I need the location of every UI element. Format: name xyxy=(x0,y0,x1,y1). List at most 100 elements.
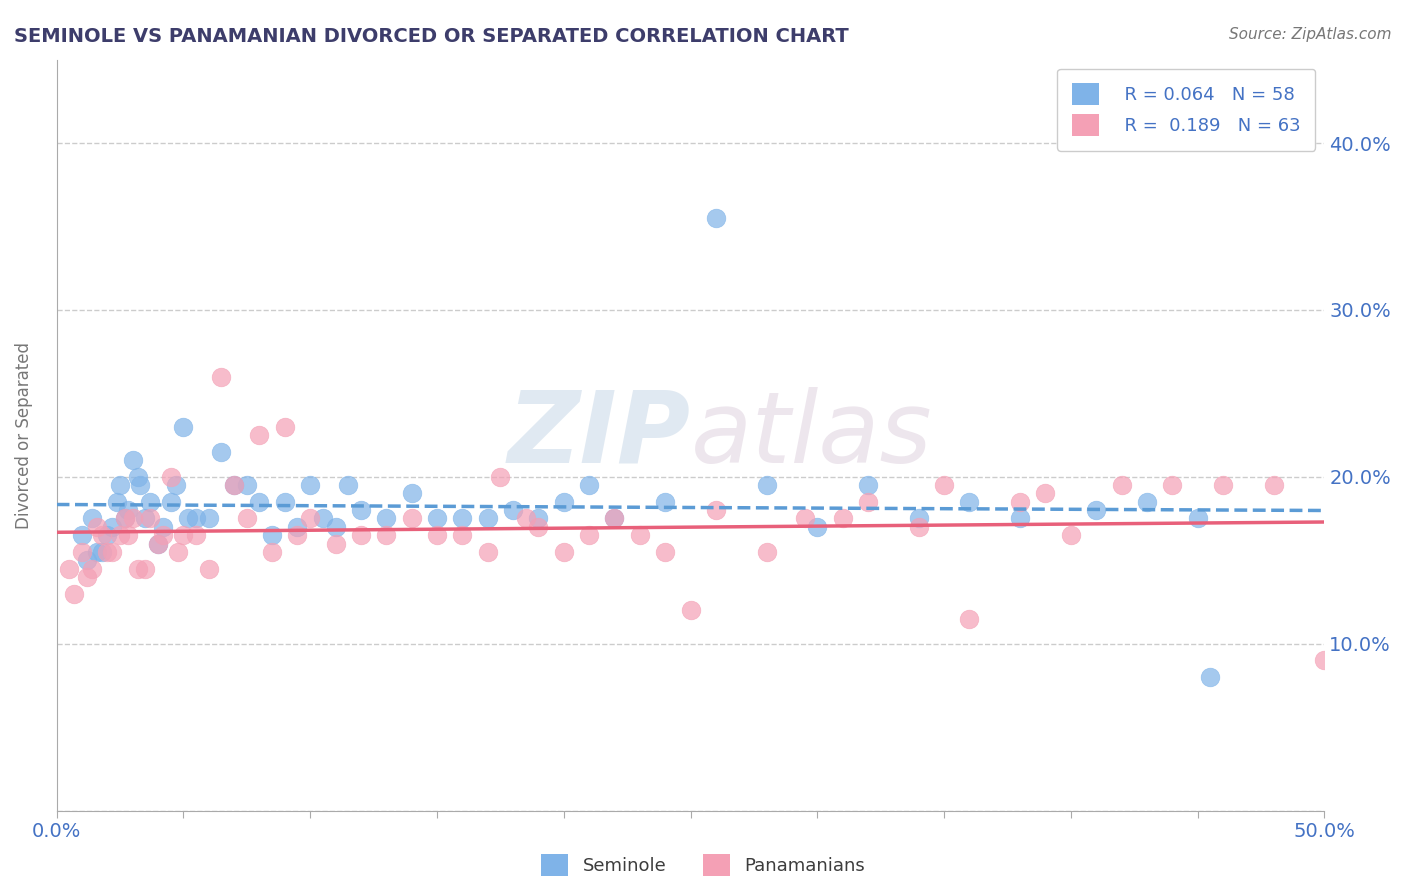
Point xyxy=(262,528,284,542)
Point xyxy=(553,495,575,509)
Point xyxy=(167,545,190,559)
Point xyxy=(502,503,524,517)
Point xyxy=(76,570,98,584)
Point xyxy=(1035,486,1057,500)
Point xyxy=(165,478,187,492)
Point xyxy=(527,511,550,525)
Point xyxy=(224,478,246,492)
Point xyxy=(101,545,124,559)
Point xyxy=(63,586,86,600)
Point xyxy=(350,528,373,542)
Point xyxy=(236,511,259,525)
Point xyxy=(184,511,207,525)
Point xyxy=(907,511,929,525)
Legend:   R = 0.064   N = 58,   R =  0.189   N = 63: R = 0.064 N = 58, R = 0.189 N = 63 xyxy=(1057,69,1316,151)
Point xyxy=(236,478,259,492)
Point xyxy=(172,528,194,542)
Point xyxy=(527,520,550,534)
Point xyxy=(117,528,139,542)
Point xyxy=(654,545,676,559)
Point xyxy=(578,478,600,492)
Point xyxy=(603,511,626,525)
Point xyxy=(628,528,651,542)
Point xyxy=(86,545,108,559)
Text: Source: ZipAtlas.com: Source: ZipAtlas.com xyxy=(1229,27,1392,42)
Point xyxy=(489,470,512,484)
Point xyxy=(139,511,162,525)
Point xyxy=(578,528,600,542)
Point xyxy=(1263,478,1285,492)
Point xyxy=(704,211,727,226)
Point xyxy=(134,511,156,525)
Point xyxy=(262,545,284,559)
Point xyxy=(96,545,118,559)
Point xyxy=(856,495,879,509)
Point xyxy=(121,453,143,467)
Point xyxy=(152,528,174,542)
Point xyxy=(401,486,423,500)
Point xyxy=(86,520,108,534)
Point xyxy=(159,495,181,509)
Point xyxy=(146,536,169,550)
Point xyxy=(249,428,271,442)
Point xyxy=(58,561,80,575)
Text: SEMINOLE VS PANAMANIAN DIVORCED OR SEPARATED CORRELATION CHART: SEMINOLE VS PANAMANIAN DIVORCED OR SEPAR… xyxy=(14,27,849,45)
Point xyxy=(907,520,929,534)
Point xyxy=(375,511,398,525)
Point xyxy=(287,528,309,542)
Point xyxy=(274,419,297,434)
Point xyxy=(337,478,360,492)
Point xyxy=(91,545,114,559)
Point xyxy=(299,511,322,525)
Point xyxy=(932,478,955,492)
Point xyxy=(117,503,139,517)
Point xyxy=(515,511,537,525)
Point xyxy=(350,503,373,517)
Point xyxy=(76,553,98,567)
Point xyxy=(172,419,194,434)
Point xyxy=(108,478,131,492)
Point xyxy=(325,536,347,550)
Point xyxy=(209,369,232,384)
Point xyxy=(401,511,423,525)
Point xyxy=(146,536,169,550)
Point xyxy=(793,511,815,525)
Point xyxy=(287,520,309,534)
Point xyxy=(1010,495,1032,509)
Point xyxy=(101,520,124,534)
Point xyxy=(451,528,474,542)
Point xyxy=(1111,478,1133,492)
Point xyxy=(82,511,104,525)
Point xyxy=(426,511,449,525)
Point xyxy=(451,511,474,525)
Point xyxy=(139,495,162,509)
Text: atlas: atlas xyxy=(690,386,932,483)
Point xyxy=(806,520,828,534)
Point xyxy=(1161,478,1184,492)
Point xyxy=(209,444,232,458)
Point xyxy=(177,511,200,525)
Point xyxy=(312,511,335,525)
Point xyxy=(679,603,702,617)
Point xyxy=(477,545,499,559)
Point xyxy=(1010,511,1032,525)
Point xyxy=(1085,503,1108,517)
Point xyxy=(856,478,879,492)
Point xyxy=(70,528,93,542)
Point xyxy=(114,511,136,525)
Point xyxy=(82,561,104,575)
Point xyxy=(426,528,449,542)
Point xyxy=(755,545,778,559)
Point xyxy=(299,478,322,492)
Point xyxy=(249,495,271,509)
Point xyxy=(477,511,499,525)
Point xyxy=(91,528,114,542)
Point xyxy=(704,503,727,517)
Point xyxy=(127,561,149,575)
Y-axis label: Divorced or Separated: Divorced or Separated xyxy=(15,342,32,529)
Point xyxy=(654,495,676,509)
Point xyxy=(114,511,136,525)
Point xyxy=(108,528,131,542)
Point xyxy=(375,528,398,542)
Point xyxy=(1136,495,1159,509)
